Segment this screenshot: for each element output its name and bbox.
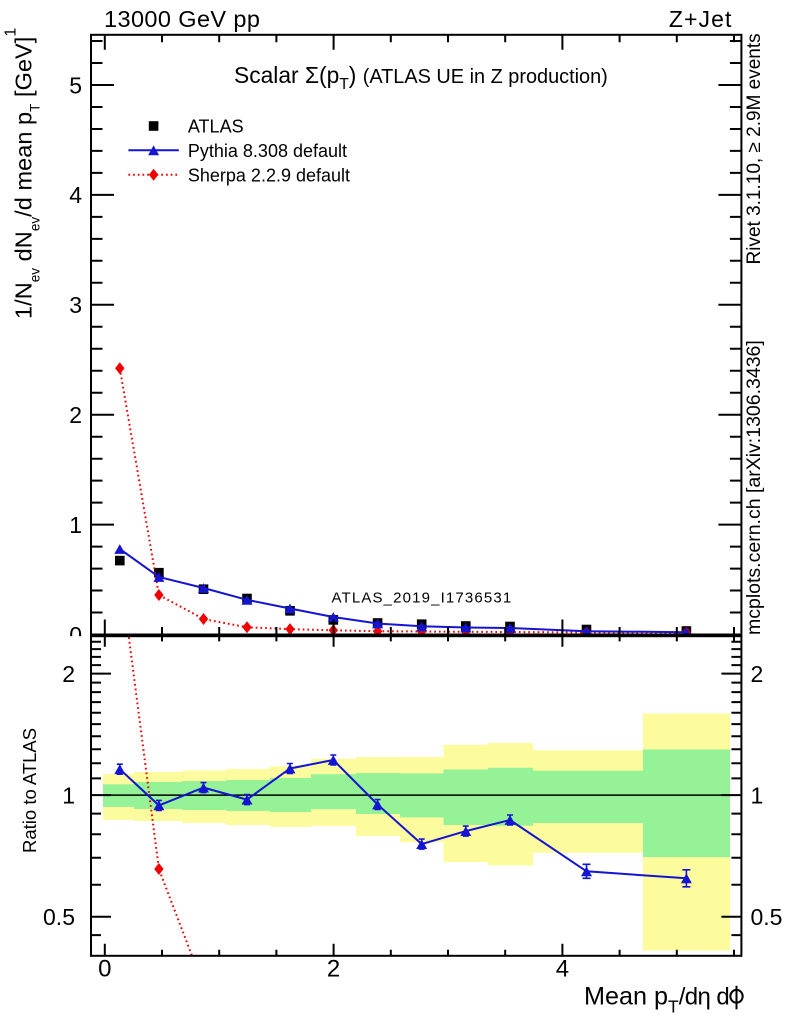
svg-text:4: 4 <box>69 182 82 208</box>
svg-text:1: 1 <box>62 782 75 808</box>
svg-text:Ratio to ATLAS: Ratio to ATLAS <box>19 728 40 853</box>
svg-text:2: 2 <box>69 402 82 428</box>
svg-text:0.5: 0.5 <box>751 904 783 930</box>
svg-text:ATLAS: ATLAS <box>188 117 244 137</box>
svg-text:3: 3 <box>69 292 82 318</box>
svg-text:1: 1 <box>751 782 764 808</box>
svg-text:13000 GeV pp: 13000 GeV pp <box>104 6 260 32</box>
svg-text:ATLAS_2019_I1736531: ATLAS_2019_I1736531 <box>332 589 513 606</box>
svg-text:5: 5 <box>69 72 82 98</box>
svg-text:mcplots.cern.ch [arXiv:1306.34: mcplots.cern.ch [arXiv:1306.3436] <box>743 340 765 635</box>
svg-text:Rivet 3.1.10, ≥ 2.9M events: Rivet 3.1.10, ≥ 2.9M events <box>744 33 765 264</box>
svg-text:2: 2 <box>62 661 75 687</box>
svg-text:4: 4 <box>556 956 569 983</box>
svg-text:Pythia 8.308 default: Pythia 8.308 default <box>188 141 347 161</box>
svg-text:0.5: 0.5 <box>43 904 75 930</box>
svg-text:0: 0 <box>98 956 111 983</box>
svg-text:Z+Jet: Z+Jet <box>669 6 733 32</box>
svg-text:1: 1 <box>69 512 82 538</box>
svg-text:Scalar Σ(pT) (ATLAS UE in Z pr: Scalar Σ(pT) (ATLAS UE in Z production) <box>234 62 608 93</box>
svg-text:2: 2 <box>751 661 764 687</box>
svg-text:Sherpa 2.2.9 default: Sherpa 2.2.9 default <box>188 165 350 185</box>
svg-text:2: 2 <box>327 956 340 983</box>
